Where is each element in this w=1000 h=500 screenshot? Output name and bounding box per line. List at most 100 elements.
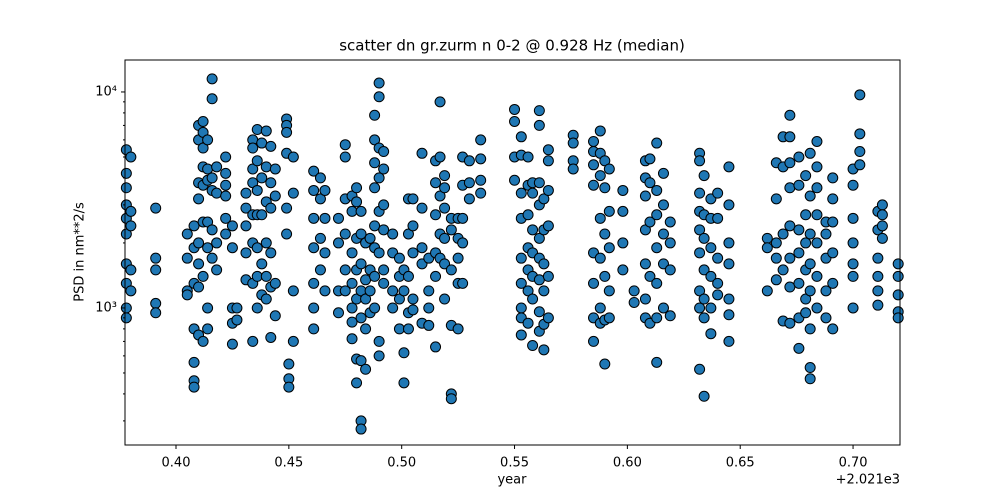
point xyxy=(439,232,451,244)
point xyxy=(439,202,451,214)
point xyxy=(346,316,358,328)
point xyxy=(800,307,812,319)
point xyxy=(193,237,205,249)
point xyxy=(651,312,663,324)
point xyxy=(150,264,162,276)
point xyxy=(125,264,137,276)
point xyxy=(369,270,381,282)
point xyxy=(445,224,457,236)
point xyxy=(360,323,372,335)
point xyxy=(827,193,839,205)
point xyxy=(339,264,351,276)
point xyxy=(515,302,527,314)
point xyxy=(723,293,735,305)
point xyxy=(120,312,132,324)
point xyxy=(793,277,805,289)
point xyxy=(387,228,399,240)
point xyxy=(150,252,162,264)
point xyxy=(567,137,579,149)
point xyxy=(509,115,521,127)
point xyxy=(287,187,299,199)
point xyxy=(804,323,816,335)
point xyxy=(723,309,735,321)
point xyxy=(664,237,676,249)
point xyxy=(206,172,218,184)
point xyxy=(475,174,487,186)
point xyxy=(346,277,358,289)
x-tick-label: 0.45 xyxy=(274,456,303,471)
point xyxy=(231,314,243,326)
point xyxy=(256,137,268,149)
point xyxy=(784,182,796,194)
point xyxy=(603,242,615,254)
point xyxy=(723,237,735,249)
point xyxy=(188,220,200,232)
point xyxy=(827,247,839,259)
point xyxy=(603,312,615,324)
point xyxy=(777,228,789,240)
point xyxy=(188,381,200,393)
point xyxy=(463,193,475,205)
point xyxy=(378,224,390,236)
point xyxy=(251,270,263,282)
point xyxy=(197,270,209,282)
point xyxy=(265,177,277,189)
point xyxy=(407,220,419,232)
point xyxy=(811,209,823,221)
point xyxy=(588,159,600,171)
point xyxy=(599,358,611,370)
point xyxy=(827,216,839,228)
point xyxy=(664,310,676,322)
point xyxy=(804,373,816,385)
point xyxy=(854,146,866,158)
point xyxy=(260,237,272,249)
point xyxy=(308,165,320,177)
point xyxy=(452,252,464,264)
point xyxy=(723,199,735,211)
point xyxy=(463,177,475,189)
point xyxy=(308,212,320,224)
point xyxy=(423,302,435,314)
point xyxy=(360,293,372,305)
point xyxy=(346,302,358,314)
point xyxy=(694,224,706,236)
point xyxy=(269,163,281,175)
point xyxy=(784,252,796,264)
point xyxy=(211,237,223,249)
point xyxy=(599,270,611,282)
point xyxy=(800,209,812,221)
point xyxy=(793,179,805,191)
point xyxy=(281,126,293,138)
point xyxy=(423,285,435,297)
point xyxy=(240,247,252,259)
point xyxy=(251,124,263,136)
point xyxy=(308,323,320,335)
point xyxy=(283,358,295,370)
point xyxy=(644,177,656,189)
point xyxy=(369,182,381,194)
point xyxy=(599,182,611,194)
point xyxy=(515,252,527,264)
point xyxy=(181,289,193,301)
point xyxy=(588,179,600,191)
point xyxy=(378,163,390,175)
point xyxy=(197,335,209,347)
point xyxy=(247,163,259,175)
point xyxy=(698,264,710,276)
point xyxy=(804,258,816,270)
point xyxy=(231,302,243,314)
point xyxy=(314,193,326,205)
point xyxy=(594,212,606,224)
point xyxy=(515,131,527,143)
point xyxy=(892,270,904,282)
point xyxy=(872,299,884,311)
point xyxy=(256,258,268,270)
point xyxy=(251,302,263,314)
point xyxy=(202,163,214,175)
x-tick-label: 0.50 xyxy=(387,456,416,471)
point xyxy=(811,135,823,147)
point xyxy=(542,144,554,156)
point xyxy=(515,329,527,341)
point xyxy=(694,247,706,259)
point xyxy=(251,184,263,196)
